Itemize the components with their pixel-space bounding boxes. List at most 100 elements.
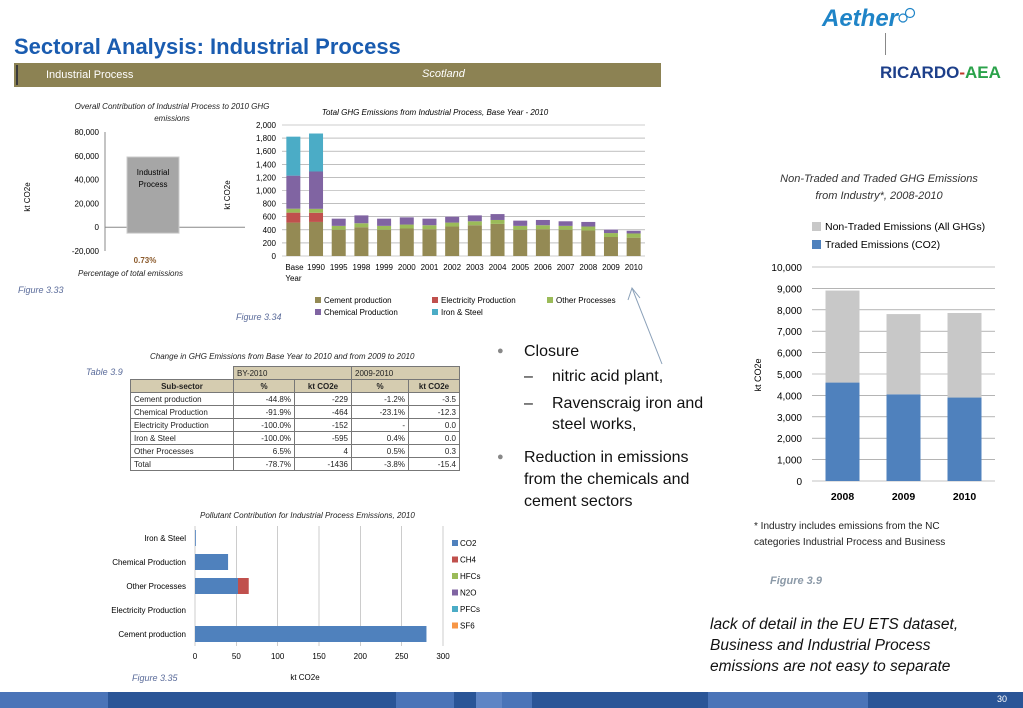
chart2-bar-segment bbox=[377, 229, 392, 256]
chart2-bar-segment bbox=[581, 226, 596, 231]
chart2-x-tick: 2005 bbox=[511, 263, 529, 272]
note-line3: emissions are not easy to separate bbox=[710, 658, 951, 675]
table-cell: 0.3 bbox=[408, 444, 460, 458]
chart2-legend-swatch bbox=[432, 297, 438, 303]
chart4-category-label: Other Processes bbox=[126, 582, 186, 591]
chart2-legend-swatch bbox=[547, 297, 553, 303]
chart2-svg: Total GHG Emissions from Industrial Proc… bbox=[223, 108, 645, 317]
chart2-bar-segment bbox=[377, 225, 392, 230]
chart4-x-tick: 250 bbox=[395, 652, 409, 661]
table-cell: -595 bbox=[294, 431, 352, 445]
table-cell: -15.4 bbox=[408, 457, 460, 471]
chart2-legend-label: Other Processes bbox=[556, 296, 616, 305]
table-cell: 6.5% bbox=[233, 444, 295, 458]
chart1-bar bbox=[126, 156, 180, 234]
chart2-bar-segment bbox=[354, 215, 369, 224]
table-row-label: Other Processes bbox=[130, 444, 234, 458]
chart2-bar-segment bbox=[603, 233, 618, 238]
table-cell: -464 bbox=[294, 405, 352, 419]
table-caption: Change in GHG Emissions from Base Year t… bbox=[150, 352, 415, 361]
table-cell: -91.9% bbox=[233, 405, 295, 419]
chart2-bar-segment bbox=[399, 217, 414, 225]
chart2-bar-segment bbox=[513, 229, 528, 256]
chart5-y-label: kt CO2e bbox=[753, 358, 763, 391]
group-header: BY-2010 bbox=[233, 366, 352, 380]
chart4-legend-swatch bbox=[452, 589, 458, 596]
table-cell: -1436 bbox=[294, 457, 352, 471]
chart2-bar-segment bbox=[422, 229, 437, 256]
chart2-bar-segment bbox=[490, 214, 505, 220]
chart5-legend-swatch bbox=[812, 222, 821, 231]
chart4-bar-segment bbox=[195, 554, 229, 570]
chart2-x-tick: 2006 bbox=[534, 263, 552, 272]
chart2-y-tick: 0 bbox=[272, 252, 277, 261]
chart4-x-tick: 50 bbox=[232, 652, 241, 661]
chart2-legend-label: Chemical Production bbox=[324, 308, 398, 317]
chart2-x-tick: Base bbox=[285, 263, 304, 272]
chart2-bar-segment bbox=[309, 133, 324, 172]
chart2-x-tick: 1998 bbox=[353, 263, 371, 272]
change-table: BY-2010 2009-2010 Sub-sector % kt CO2e %… bbox=[130, 366, 460, 471]
chart5-legend-swatch bbox=[812, 240, 821, 249]
chart2-legend-swatch bbox=[315, 309, 321, 315]
chart4-x-tick: 0 bbox=[193, 652, 198, 661]
chart2-bar-segment bbox=[445, 222, 460, 227]
chart1-y-tick: -20,000 bbox=[72, 247, 100, 256]
group-header: 2009-2010 bbox=[351, 366, 460, 380]
chart2-legend-swatch bbox=[432, 309, 438, 315]
caveat-note: lack of detail in the EU ETS dataset, Bu… bbox=[710, 614, 1020, 677]
chart2-bar-segment bbox=[603, 229, 618, 234]
chart2-x-tick: 2001 bbox=[421, 263, 439, 272]
table-cell: -44.8% bbox=[233, 392, 295, 406]
chart4-x-tick: 300 bbox=[436, 652, 450, 661]
footnote-line1: * Industry includes emissions from the N… bbox=[754, 521, 940, 532]
chart5-y-tick: 10,000 bbox=[771, 263, 802, 274]
chart5-legend-label: Non-Traded Emissions (All GHGs) bbox=[825, 221, 985, 233]
table-cell: -100.0% bbox=[233, 431, 295, 445]
aether-logo: Aether bbox=[822, 5, 916, 33]
chart4-category-label: Cement production bbox=[118, 630, 186, 639]
chart1-bar-label: Industrial bbox=[137, 168, 170, 177]
chart5-legend-label: Traded Emissions (CO2) bbox=[825, 239, 940, 251]
column-header: % bbox=[233, 379, 295, 393]
chart5-y-tick: 0 bbox=[796, 477, 802, 488]
logo-divider bbox=[885, 33, 886, 55]
table-cell: 0.4% bbox=[351, 431, 409, 445]
chart2-bar-segment bbox=[535, 225, 550, 230]
chart4-bar-segment bbox=[195, 578, 238, 594]
footer-bar bbox=[0, 692, 1023, 708]
chart2-x-tick: 1999 bbox=[375, 263, 393, 272]
figure-3-35-label: Figure 3.35 bbox=[132, 673, 178, 683]
table-row: Other Processes 6.5% 4 0.5% 0.3 bbox=[130, 444, 460, 458]
table-3-9-label: Table 3.9 bbox=[86, 367, 123, 377]
chart1-title: Overall Contribution of Industrial Proce… bbox=[52, 101, 292, 125]
table-cell: -229 bbox=[294, 392, 352, 406]
column-header: kt CO2e bbox=[294, 379, 352, 393]
column-header: Sub-sector bbox=[130, 379, 234, 393]
chart5-y-tick: 9,000 bbox=[777, 284, 802, 295]
chart1-y-tick: 60,000 bbox=[75, 152, 100, 161]
chart2-bar-segment bbox=[535, 219, 550, 226]
chart2-bar-segment bbox=[626, 230, 641, 234]
chart2-bar-segment bbox=[558, 229, 573, 256]
chart4-legend-label: SF6 bbox=[460, 622, 475, 631]
chart1-title-line1: Overall Contribution of Industrial Proce… bbox=[74, 102, 270, 111]
table-row-label: Chemical Production bbox=[130, 405, 234, 419]
note-line1: lack of detail in the EU ETS dataset, bbox=[710, 616, 959, 633]
chart2-y-label: kt CO2e bbox=[223, 180, 232, 210]
chart4-legend-swatch bbox=[452, 540, 458, 546]
chart2-bar-segment bbox=[331, 225, 346, 230]
chart2-bar-segment bbox=[626, 233, 641, 238]
chart2-bar-segment bbox=[286, 136, 301, 176]
chart4-legend-swatch bbox=[452, 622, 458, 629]
chart2-bar-segment bbox=[309, 212, 324, 222]
table-cell: -1.2% bbox=[351, 392, 409, 406]
chart4-bar-segment bbox=[195, 626, 427, 642]
table-row-label: Electricity Production bbox=[130, 418, 234, 432]
chart1-svg: -20,000 0 20,000 40,000 60,000 80,000 Industri… bbox=[23, 128, 245, 265]
page-number: 30 bbox=[997, 694, 1008, 704]
chart2-legend-swatch bbox=[315, 297, 321, 303]
chart5-svg: Non-Traded Emissions (All GHGs) Traded Em… bbox=[753, 221, 995, 503]
chart2-x-tick: 2010 bbox=[625, 263, 643, 272]
chart4-x-tick: 150 bbox=[312, 652, 326, 661]
